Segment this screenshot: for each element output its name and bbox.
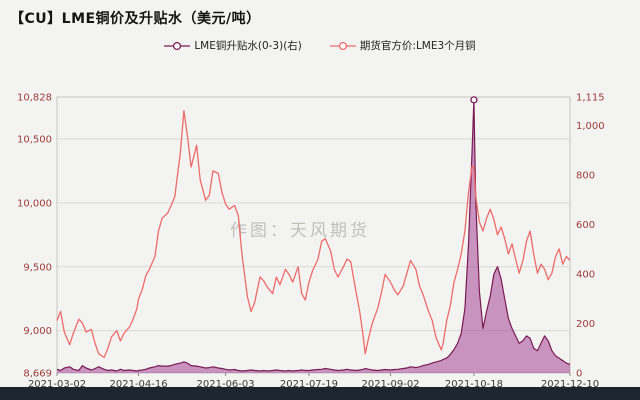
y-axis-right-tick-label: 800 [576, 170, 595, 181]
x-axis-tick-label: 2021-03-02 [28, 379, 86, 390]
y-axis-left-tick-label: 9,000 [23, 326, 52, 337]
legend-item-0: LME铜升贴水(0-3)(右) [164, 38, 302, 53]
x-axis-tick-label: 2021-07-19 [280, 379, 338, 390]
watermark: 作图：天风期货 [230, 221, 370, 241]
legend-item-1: 期货官方价:LME3个月铜 [329, 38, 476, 53]
x-axis-tick-label: 2021-12-10 [541, 379, 599, 390]
premium-area [57, 99, 570, 374]
y-axis-left-tick-label: 8,669 [23, 369, 52, 380]
y-axis-left-tick-label: 10,828 [17, 93, 52, 104]
y-axis-left-tick-label: 9,500 [23, 262, 52, 273]
price-line [56, 110, 571, 359]
x-axis-tick-label: 2021-10-18 [445, 379, 503, 390]
chart-title: 【CU】LME铜价及升贴水（美元/吨） [10, 11, 261, 27]
legend-marker-icon [164, 41, 191, 50]
bottom-bar [0, 387, 640, 400]
peak-marker [470, 96, 478, 104]
x-axis-tick-label: 2021-06-03 [197, 379, 255, 390]
x-axis-tick-label: 2021-04-16 [110, 379, 168, 390]
y-axis-right-tick-label: 1,000 [576, 121, 605, 132]
y-axis-left-tick-label: 10,000 [17, 198, 52, 209]
y-axis-right-tick-label: 200 [576, 319, 595, 330]
legend: LME铜升贴水(0-3)(右) 期货官方价:LME3个月铜 [0, 38, 640, 53]
legend-marker-icon [329, 41, 356, 50]
legend-label: 期货官方价:LME3个月铜 [359, 40, 476, 52]
y-axis-right-tick-label: 400 [576, 269, 595, 280]
x-axis-tick-label: 2021-09-02 [361, 379, 419, 390]
legend-label: LME铜升贴水(0-3)(右) [194, 40, 302, 52]
premium-line [56, 99, 571, 372]
y-axis-left-tick-label: 10,500 [17, 134, 52, 145]
y-axis-right-tick-label: 600 [576, 220, 595, 231]
y-axis-right-tick-label: 1,115 [576, 93, 605, 104]
y-axis-right-tick-label: 0 [576, 369, 582, 380]
